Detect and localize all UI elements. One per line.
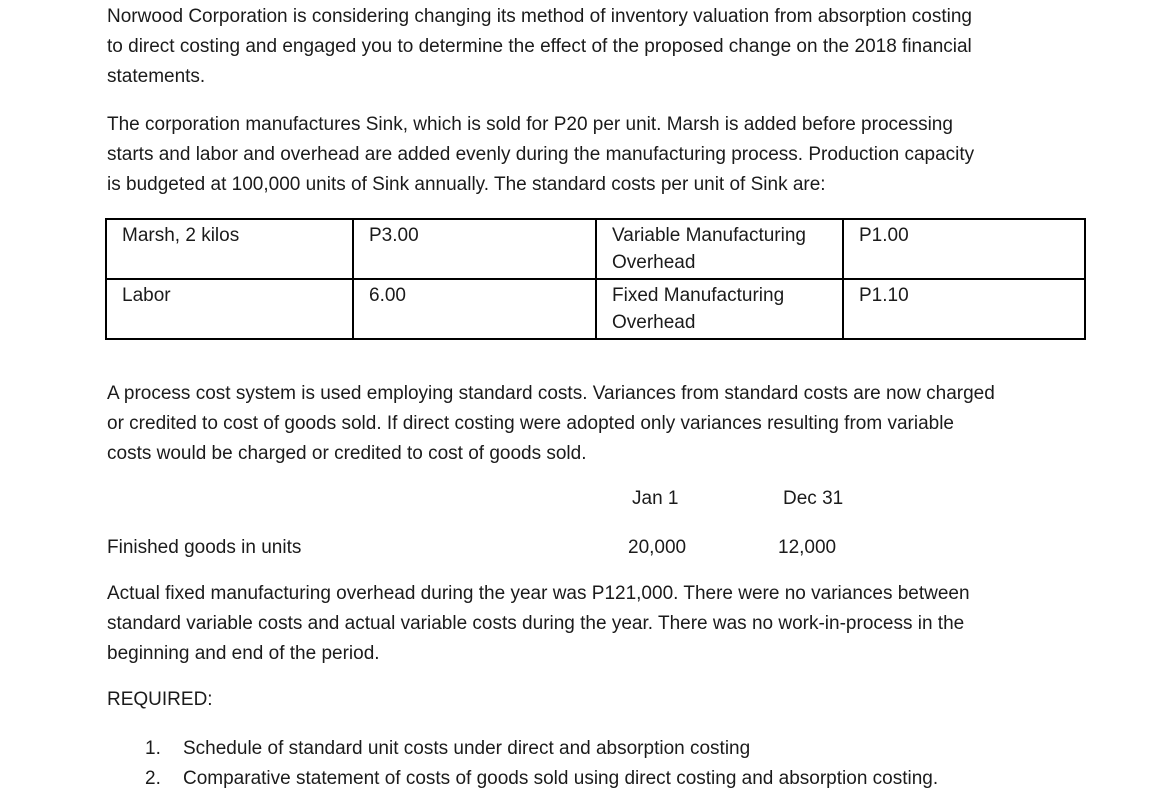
table-cell-item-marsh: Marsh, 2 kilos <box>105 218 354 280</box>
required-list: 1. Schedule of standard unit costs under … <box>145 734 938 794</box>
inventory-header-row: Jan 1 Dec 31 <box>0 484 1176 514</box>
required-item-number: 1. <box>145 738 161 759</box>
table-cell-cost-fixed-overhead: P1.10 <box>842 278 1086 340</box>
table-cell-item-variable-overhead: Variable Manufacturing Overhead <box>595 218 844 280</box>
inventory-row-label: Finished goods in units <box>107 537 302 558</box>
table-cell-item-fixed-overhead: Fixed Manufacturing Overhead <box>595 278 844 340</box>
inventory-dec31-value: 12,000 <box>778 537 837 558</box>
paragraph-process-cost-system: A process cost system is used employing … <box>107 383 995 464</box>
inventory-value-row: Finished goods in units 20,000 12,000 <box>0 533 1176 563</box>
paragraph-actual-overhead: Actual fixed manufacturing overhead duri… <box>107 583 970 664</box>
table-cell-cost-labor: 6.00 <box>352 278 597 340</box>
table-row: Marsh, 2 kilos P3.00 Variable Manufactur… <box>105 218 1086 280</box>
required-item-number: 2. <box>145 768 161 789</box>
required-label: REQUIRED: <box>107 689 213 710</box>
inventory-col-header-jan1: Jan 1 <box>632 488 679 509</box>
required-item: 2. Comparative statement of costs of good… <box>145 764 938 794</box>
inventory-col-header-dec31: Dec 31 <box>783 488 844 509</box>
paragraph-product-details: The corporation manufactures Sink, which… <box>107 114 975 195</box>
table-cell-item-labor: Labor <box>105 278 354 340</box>
standard-cost-table: Marsh, 2 kilos P3.00 Variable Manufactur… <box>105 218 1086 340</box>
inventory-jan1-value: 20,000 <box>628 537 687 558</box>
table-cell-cost-variable-overhead: P1.00 <box>842 218 1086 280</box>
required-item-text: Comparative statement of costs of goods … <box>183 768 939 789</box>
table-cell-cost-marsh: P3.00 <box>352 218 597 280</box>
required-item-text: Schedule of standard unit costs under di… <box>183 738 751 759</box>
table-row: Labor 6.00 Fixed Manufacturing Overhead … <box>105 278 1086 340</box>
required-item: 1. Schedule of standard unit costs under … <box>145 734 938 764</box>
paragraph-intro: Norwood Corporation is considering chang… <box>107 6 972 87</box>
